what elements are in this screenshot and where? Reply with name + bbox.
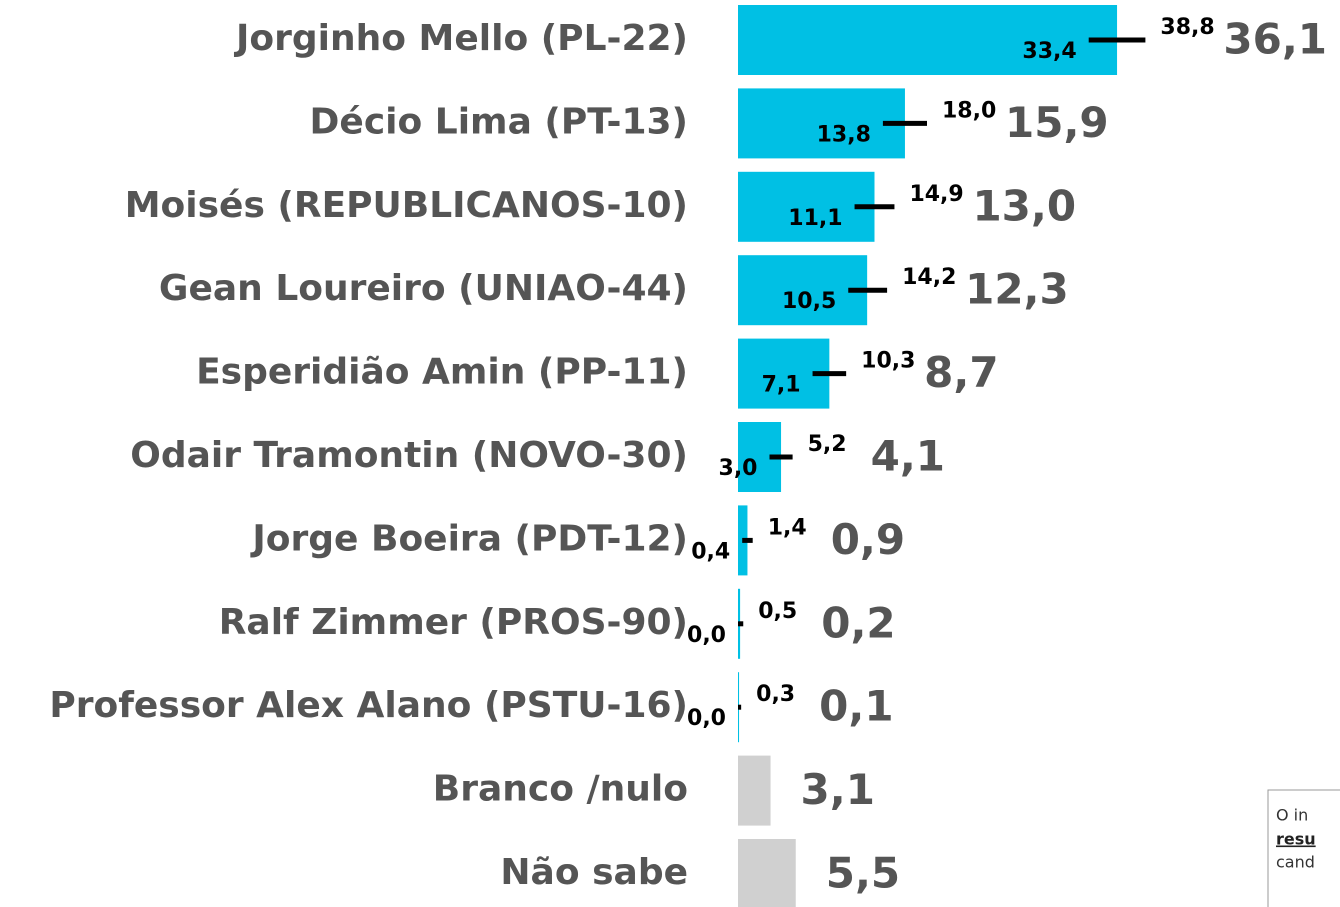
value-label: 4,1 xyxy=(871,432,945,481)
high-label: 38,8 xyxy=(1160,15,1214,40)
value-label: 15,9 xyxy=(1005,98,1109,147)
bar xyxy=(738,255,868,326)
low-label: 33,4 xyxy=(1022,39,1076,64)
low-label: 10,5 xyxy=(782,289,836,314)
bar xyxy=(738,839,796,907)
value-label: 8,7 xyxy=(924,348,998,397)
high-label: 14,2 xyxy=(902,265,956,290)
value-label: 0,1 xyxy=(819,682,893,731)
value-label: 0,9 xyxy=(831,515,905,564)
low-label: 3,0 xyxy=(719,456,758,481)
value-label: 0,2 xyxy=(821,598,895,647)
high-label: 14,9 xyxy=(909,182,963,207)
high-label: 10,3 xyxy=(861,349,915,374)
category-label: Décio Lima (PT-13) xyxy=(310,101,688,142)
high-label: 1,4 xyxy=(768,515,807,540)
category-label: Gean Loureiro (UNIAO-44) xyxy=(159,268,688,309)
high-label: 0,3 xyxy=(756,682,795,707)
value-label: 12,3 xyxy=(965,265,1069,314)
category-label: Moisés (REPUBLICANOS-10) xyxy=(125,185,688,226)
bar xyxy=(738,171,875,242)
category-label: Não sabe xyxy=(500,852,688,893)
notice-line: cand xyxy=(1276,853,1315,872)
category-label: Professor Alex Alano (PSTU-16) xyxy=(49,685,688,726)
notice-line: resu xyxy=(1276,830,1316,849)
bar xyxy=(738,88,905,159)
high-label: 18,0 xyxy=(942,98,996,123)
category-label: Jorginho Mello (PL-22) xyxy=(233,18,688,59)
low-label: 0,4 xyxy=(691,539,730,564)
value-label: 3,1 xyxy=(801,765,875,814)
value-label: 13,0 xyxy=(972,181,1076,230)
high-label: 0,5 xyxy=(758,599,797,624)
notice-box xyxy=(1267,789,1340,907)
low-label: 13,8 xyxy=(817,122,871,147)
bar xyxy=(738,5,1118,75)
low-label: 7,1 xyxy=(762,373,801,398)
value-label: 5,5 xyxy=(826,849,900,898)
low-label: 0,0 xyxy=(687,706,726,731)
category-label: Branco /nulo xyxy=(433,769,688,810)
high-label: 5,2 xyxy=(808,432,847,457)
bar xyxy=(738,755,771,826)
notice-line: O in xyxy=(1276,806,1308,825)
category-label: Jorge Boeira (PDT-12) xyxy=(249,518,688,559)
low-label: 0,0 xyxy=(687,623,726,648)
category-label: Ralf Zimmer (PROS-90) xyxy=(219,602,688,643)
category-label: Odair Tramontin (NOVO-30) xyxy=(130,435,688,476)
category-label: Esperidião Amin (PP-11) xyxy=(196,352,688,393)
low-label: 11,1 xyxy=(788,206,842,231)
value-label: 36,1 xyxy=(1223,15,1327,64)
